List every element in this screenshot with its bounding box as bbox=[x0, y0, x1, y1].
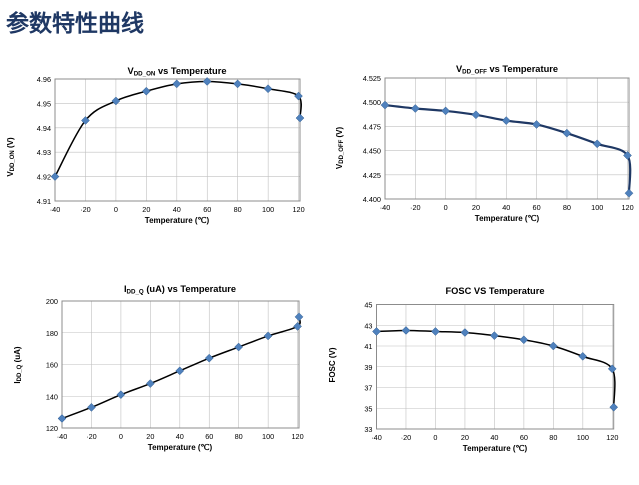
svg-text:4.96: 4.96 bbox=[37, 75, 51, 84]
svg-text:60: 60 bbox=[533, 203, 541, 212]
svg-text:80: 80 bbox=[549, 433, 557, 442]
svg-text:4.500: 4.500 bbox=[363, 98, 381, 107]
svg-text:100: 100 bbox=[262, 432, 274, 441]
svg-text:4.92: 4.92 bbox=[37, 173, 51, 182]
svg-text:FOSC (V): FOSC (V) bbox=[328, 347, 337, 382]
svg-text:0: 0 bbox=[114, 205, 118, 214]
svg-text:80: 80 bbox=[563, 203, 571, 212]
svg-text:4.91: 4.91 bbox=[37, 197, 51, 206]
svg-text:VDD_ON (V): VDD_ON (V) bbox=[6, 137, 16, 177]
svg-text:120: 120 bbox=[292, 432, 304, 441]
svg-text:4.450: 4.450 bbox=[363, 147, 381, 156]
svg-text:0: 0 bbox=[119, 432, 123, 441]
svg-text:4.475: 4.475 bbox=[363, 122, 381, 131]
svg-text:60: 60 bbox=[203, 205, 211, 214]
svg-text:60: 60 bbox=[520, 433, 528, 442]
svg-text:4.425: 4.425 bbox=[363, 171, 381, 180]
svg-text:20: 20 bbox=[146, 432, 154, 441]
svg-text:120: 120 bbox=[46, 424, 58, 433]
svg-text:140: 140 bbox=[46, 392, 58, 401]
svg-text:IDD_Q (uA): IDD_Q (uA) bbox=[13, 346, 23, 383]
svg-text:80: 80 bbox=[234, 205, 242, 214]
svg-text:4.93: 4.93 bbox=[37, 148, 51, 157]
svg-text:45: 45 bbox=[364, 301, 372, 310]
svg-text:·20: ·20 bbox=[80, 205, 91, 214]
svg-text:4.400: 4.400 bbox=[363, 195, 381, 204]
svg-text:·40: ·40 bbox=[380, 203, 391, 212]
svg-text:41: 41 bbox=[364, 342, 372, 351]
svg-text:Temperature (℃): Temperature (℃) bbox=[463, 444, 528, 453]
svg-text:·40: ·40 bbox=[57, 432, 68, 441]
svg-text:0: 0 bbox=[433, 433, 437, 442]
svg-text:FOSC VS Temperature: FOSC VS Temperature bbox=[445, 286, 544, 296]
svg-text:VDD_OFF vs Temperature: VDD_OFF vs Temperature bbox=[456, 64, 558, 75]
svg-text:Temperature (℃): Temperature (℃) bbox=[148, 443, 213, 452]
svg-text:20: 20 bbox=[142, 205, 150, 214]
svg-text:43: 43 bbox=[364, 321, 372, 330]
svg-text:39: 39 bbox=[364, 363, 372, 372]
svg-text:20: 20 bbox=[472, 203, 480, 212]
svg-text:Temperature (℃): Temperature (℃) bbox=[145, 216, 210, 225]
svg-text:35: 35 bbox=[364, 404, 372, 413]
svg-text:33: 33 bbox=[364, 425, 372, 434]
svg-text:0: 0 bbox=[444, 203, 448, 212]
svg-text:80: 80 bbox=[235, 432, 243, 441]
svg-text:40: 40 bbox=[490, 433, 498, 442]
svg-text:100: 100 bbox=[591, 203, 603, 212]
svg-text:120: 120 bbox=[606, 433, 618, 442]
svg-text:40: 40 bbox=[502, 203, 510, 212]
svg-text:·40: ·40 bbox=[371, 433, 382, 442]
svg-text:VDD_OFF (V): VDD_OFF (V) bbox=[335, 127, 345, 170]
svg-text:·20: ·20 bbox=[401, 433, 412, 442]
svg-text:4.525: 4.525 bbox=[363, 74, 381, 83]
svg-text:·20: ·20 bbox=[410, 203, 421, 212]
svg-text:·20: ·20 bbox=[86, 432, 97, 441]
svg-text:IDD_Q (uA) vs Temperature: IDD_Q (uA) vs Temperature bbox=[124, 284, 236, 295]
svg-text:37: 37 bbox=[364, 384, 372, 393]
svg-text:40: 40 bbox=[173, 205, 181, 214]
svg-text:100: 100 bbox=[262, 205, 274, 214]
svg-text:160: 160 bbox=[46, 361, 58, 370]
svg-text:120: 120 bbox=[622, 203, 634, 212]
svg-text:120: 120 bbox=[293, 205, 305, 214]
svg-text:100: 100 bbox=[577, 433, 589, 442]
svg-text:VDD_ON vs Temperature: VDD_ON vs Temperature bbox=[127, 66, 226, 77]
svg-text:·40: ·40 bbox=[50, 205, 61, 214]
svg-text:40: 40 bbox=[176, 432, 184, 441]
svg-text:200: 200 bbox=[46, 297, 58, 306]
svg-text:60: 60 bbox=[205, 432, 213, 441]
svg-text:20: 20 bbox=[461, 433, 469, 442]
svg-text:4.95: 4.95 bbox=[37, 99, 51, 108]
svg-text:Temperature (℃): Temperature (℃) bbox=[475, 214, 540, 223]
svg-text:4.94: 4.94 bbox=[37, 124, 51, 133]
svg-text:180: 180 bbox=[46, 329, 58, 338]
